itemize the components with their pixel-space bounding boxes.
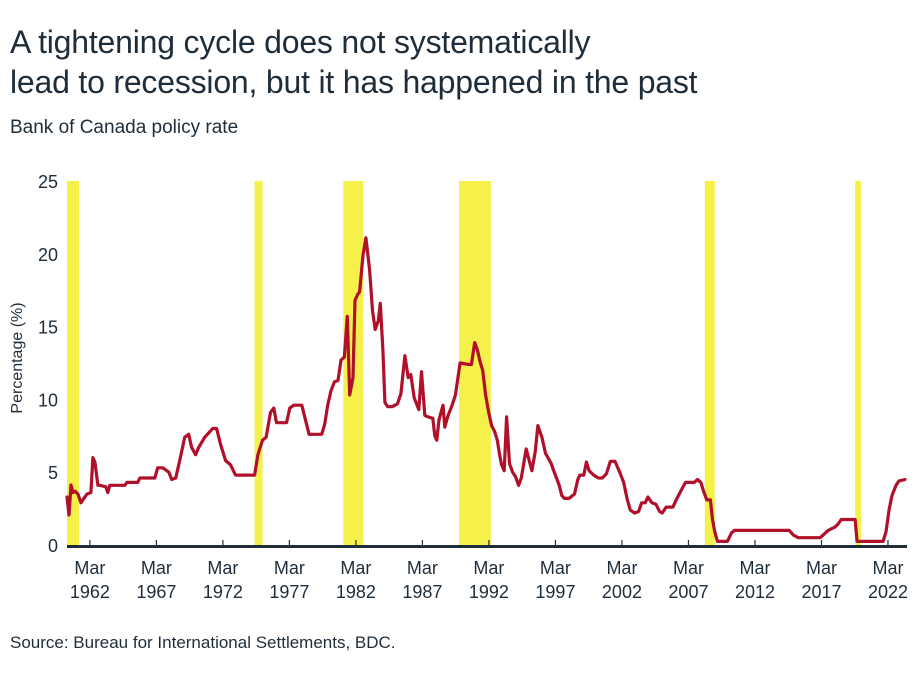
source-note: Source: Bureau for International Settlem… <box>10 633 396 652</box>
series-layer <box>65 236 907 543</box>
x-tick-label-month: Mar <box>207 558 238 578</box>
x-tick-label-month: Mar <box>340 558 371 578</box>
x-tick-label-month: Mar <box>141 558 172 578</box>
x-tick-label-year: 2002 <box>602 582 642 602</box>
chart-title: A tightening cycle does not systematical… <box>10 22 910 102</box>
x-tick-label-year: 1997 <box>535 582 575 602</box>
x-tick-label-year: 1962 <box>70 582 110 602</box>
y-axis: 0 5 10 15 20 25 <box>38 172 58 556</box>
x-tick-label-month: Mar <box>407 558 438 578</box>
recession-band <box>855 181 862 545</box>
x-tick-label-year: 1972 <box>203 582 243 602</box>
x-tick-label-month: Mar <box>606 558 637 578</box>
x-tick-label-year: 1982 <box>336 582 376 602</box>
chart-title-line-2: lead to recession, but it has happened i… <box>10 64 698 100</box>
y-tick-label: 15 <box>38 318 58 338</box>
x-tick-label-month: Mar <box>673 558 704 578</box>
x-tick-label-month: Mar <box>540 558 571 578</box>
policy-rate-line <box>65 236 907 543</box>
x-tick-label-month: Mar <box>806 558 837 578</box>
x-tick-label-month: Mar <box>473 558 504 578</box>
x-tick-label-year: 2017 <box>801 582 841 602</box>
chart-title-line-1: A tightening cycle does not systematical… <box>10 24 591 60</box>
x-tick-label-year: 1967 <box>136 582 176 602</box>
x-tick-label-year: 1977 <box>269 582 309 602</box>
recession-band <box>254 181 263 545</box>
x-tick-label-year: 2007 <box>668 582 708 602</box>
y-tick-label: 25 <box>38 172 58 192</box>
recession-band <box>704 181 715 545</box>
x-tick-label-month: Mar <box>739 558 770 578</box>
y-tick-label: 5 <box>48 463 58 483</box>
x-tick-label-year: 1992 <box>469 582 509 602</box>
x-tick-label-month: Mar <box>274 558 305 578</box>
x-axis: Mar 1962 Mar 1967 Mar 1972 Mar 1977 Mar 1982 Mar 19… <box>67 540 908 602</box>
x-tick-label-month: Mar <box>872 558 903 578</box>
x-tick-label-month: Mar <box>74 558 105 578</box>
x-tick-label-year: 2022 <box>868 582 908 602</box>
x-tick-label-year: 2012 <box>735 582 775 602</box>
chart-subtitle: Bank of Canada policy rate <box>10 117 239 138</box>
x-tick-label-year: 1987 <box>402 582 442 602</box>
y-tick-label: 0 <box>48 536 58 556</box>
y-tick-label: 10 <box>38 390 58 410</box>
recession-band <box>67 181 79 545</box>
y-tick-label: 20 <box>38 245 58 265</box>
y-axis-title: Percentage (%) <box>9 302 26 413</box>
